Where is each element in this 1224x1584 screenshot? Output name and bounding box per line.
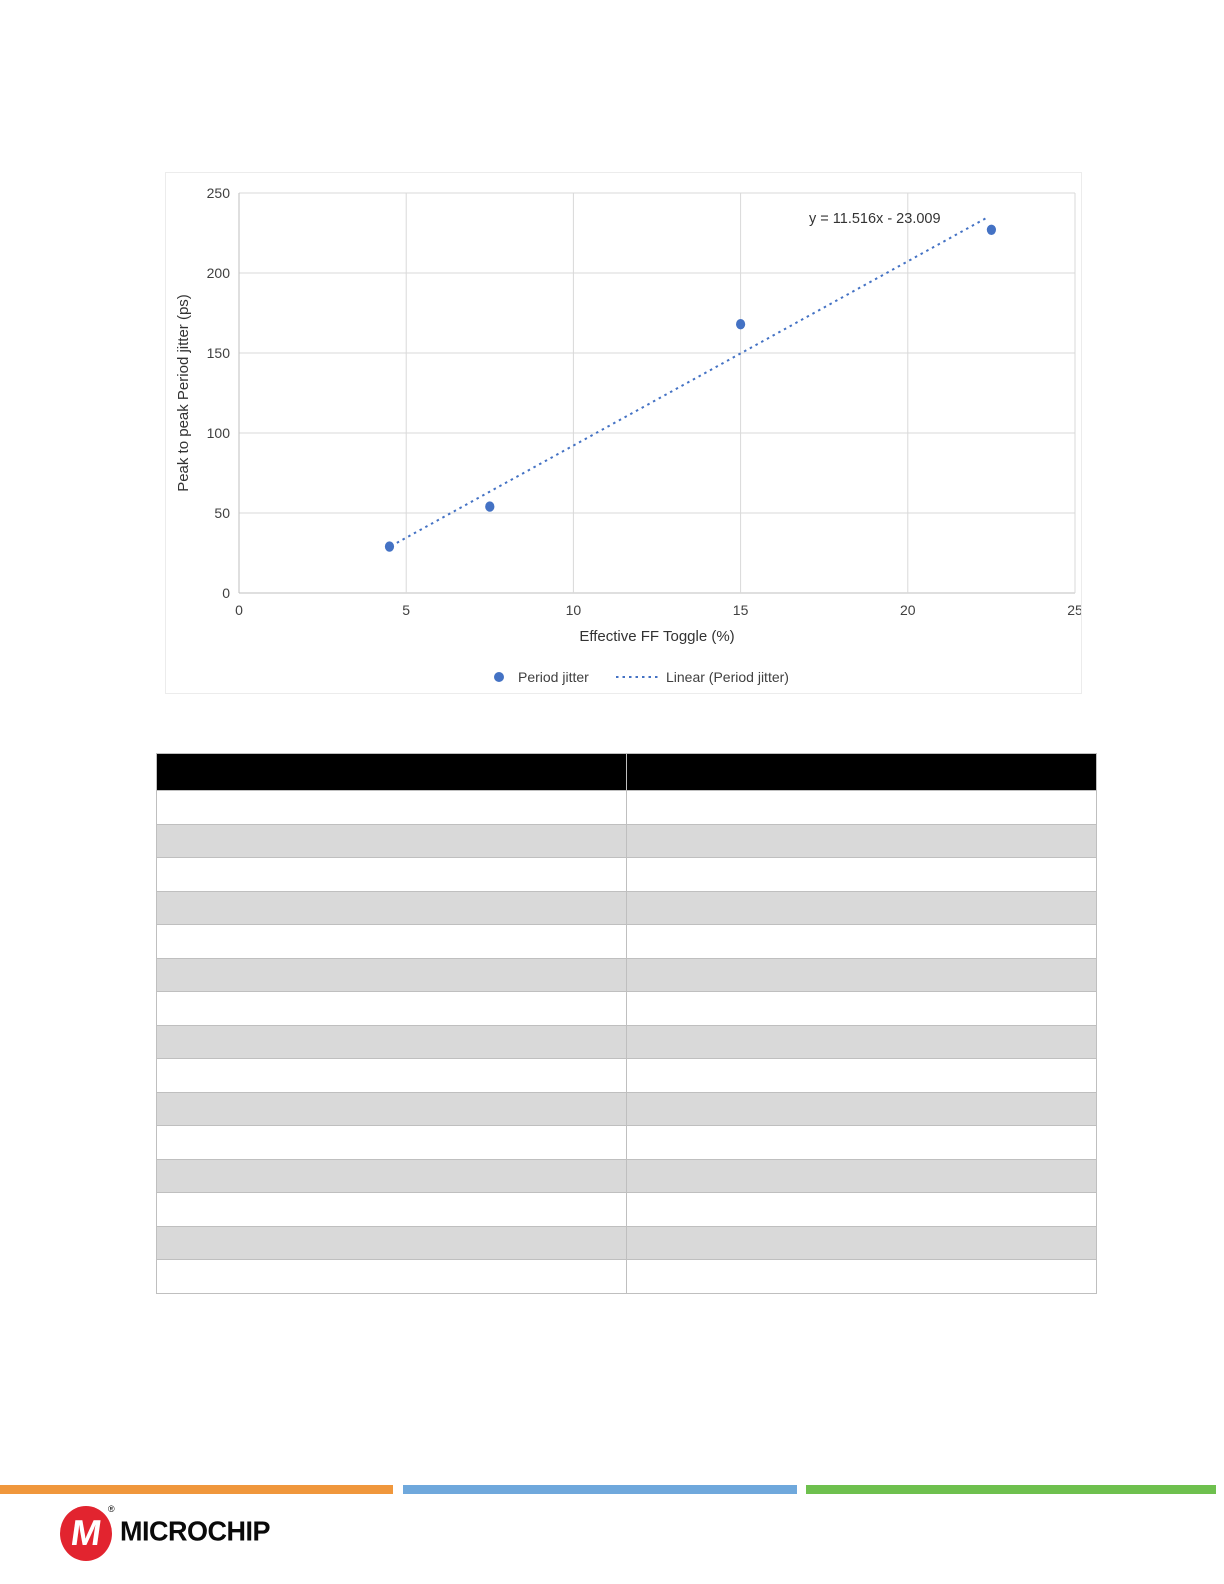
trendline-equation: y = 11.516x - 23.009 [809, 211, 941, 227]
table-row [156, 1125, 1097, 1160]
table-row [156, 1259, 1097, 1294]
table-row [156, 1091, 1097, 1126]
table-cell [626, 790, 1097, 825]
table-body [156, 790, 1097, 1294]
table-cell [156, 1192, 627, 1227]
data-point [485, 501, 495, 512]
table-cell [626, 924, 1097, 959]
table-cell [156, 1158, 627, 1193]
table-cell [626, 1125, 1097, 1160]
table-cell [626, 1058, 1097, 1093]
table-cell [626, 823, 1097, 858]
x-tick-label: 20 [900, 602, 916, 618]
table-cell [626, 1158, 1097, 1193]
x-tick-label: 0 [235, 602, 243, 618]
trendline [390, 217, 987, 547]
footer-bar-blue [403, 1485, 797, 1494]
table-cell [156, 823, 627, 858]
table-row [156, 1225, 1097, 1260]
table-header-cell-1 [626, 753, 1097, 791]
table-cell [156, 857, 627, 892]
table-cell [156, 957, 627, 992]
scatter-chart: 0 50 100 150 200 250 0 5 10 15 20 25 Effective FF To… [165, 172, 1082, 694]
table-cell [156, 1259, 627, 1294]
table-header [156, 753, 1097, 791]
redacted-data-table [156, 753, 1097, 1294]
logo-monogram: M [68, 1511, 105, 1553]
y-tick-label: 0 [222, 585, 230, 601]
table-cell [156, 790, 627, 825]
table-cell [626, 957, 1097, 992]
microchip-logo: M ® MICROCHIP [58, 1504, 318, 1566]
table-cell [156, 991, 627, 1026]
table-cell [626, 1192, 1097, 1227]
legend-marker-period-jitter [494, 672, 504, 682]
table-row [156, 991, 1097, 1026]
data-point [384, 541, 395, 552]
footer-bar-green [806, 1485, 1216, 1494]
table-row [156, 790, 1097, 825]
table-header-cell-0 [156, 753, 627, 791]
table-cell [156, 1125, 627, 1160]
legend-label-period-jitter: Period jitter [518, 669, 589, 685]
data-point [986, 224, 997, 235]
x-tick-label: 25 [1067, 602, 1081, 618]
table-row [156, 890, 1097, 925]
table-row [156, 1158, 1097, 1193]
x-tick-label: 10 [566, 602, 582, 618]
x-tick-label: 15 [733, 602, 749, 618]
table-row [156, 924, 1097, 959]
y-tick-label: 100 [207, 425, 231, 441]
table-row [156, 857, 1097, 892]
table-cell [626, 991, 1097, 1026]
table-row [156, 823, 1097, 858]
microchip-wordmark: MICROCHIP [120, 1515, 271, 1547]
table-cell [156, 924, 627, 959]
table-cell [626, 890, 1097, 925]
y-tick-label: 50 [214, 505, 230, 521]
table-cell [626, 857, 1097, 892]
table-cell [156, 890, 627, 925]
legend-label-linear: Linear (Period jitter) [666, 669, 789, 685]
y-tick-label: 200 [207, 265, 231, 281]
y-axis-title: Peak to peak Period jitter (ps) [175, 294, 192, 492]
chart-canvas: 0 50 100 150 200 250 0 5 10 15 20 25 Effective FF To… [175, 185, 1081, 685]
table-row [156, 1024, 1097, 1059]
table-cell [156, 1091, 627, 1126]
x-axis-title: Effective FF Toggle (%) [579, 628, 734, 645]
table-cell [626, 1225, 1097, 1260]
table-cell [156, 1024, 627, 1059]
y-tick-label: 150 [207, 345, 231, 361]
y-tick-label: 250 [207, 185, 231, 201]
table-row [156, 1192, 1097, 1227]
table-row [156, 957, 1097, 992]
footer-bar-orange [0, 1485, 393, 1494]
data-point [736, 319, 746, 330]
table-cell [156, 1225, 627, 1260]
registered-trademark-icon: ® [108, 1504, 115, 1514]
table-cell [156, 1058, 627, 1093]
table-cell [626, 1024, 1097, 1059]
table-cell [626, 1259, 1097, 1294]
x-tick-label: 5 [402, 602, 410, 618]
table-row [156, 1058, 1097, 1093]
table-cell [626, 1091, 1097, 1126]
microchip-logo-icon: M [60, 1506, 112, 1561]
